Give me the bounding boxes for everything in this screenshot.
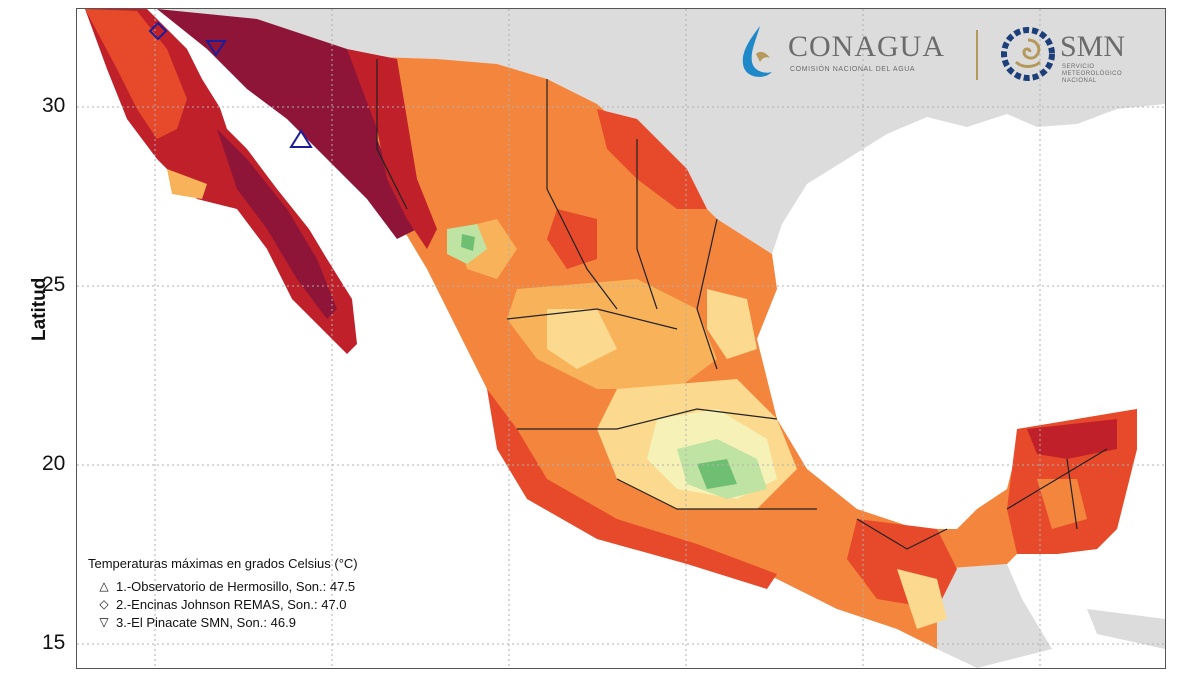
station-marker-el-pinacate xyxy=(205,40,227,57)
smn-logo: SMN SERVICIO METEOROLÓGICO NACIONAL xyxy=(1000,24,1150,88)
legend-item-label: 3.-El Pinacate SMN, Son.: 46.9 xyxy=(116,614,296,630)
legend-item-label: 2.-Encinas Johnson REMAS, Son.: 47.0 xyxy=(116,596,347,612)
y-tick-30: 30 xyxy=(42,94,66,117)
smn-subtitle: SERVICIO METEOROLÓGICO NACIONAL xyxy=(1062,64,1123,84)
temperature-map xyxy=(76,8,1166,669)
legend-title: Temperaturas máximas en grados Celsius (… xyxy=(88,556,358,571)
conagua-name: CONAGUA xyxy=(788,30,945,63)
top-tick-fragment: - xyxy=(596,0,601,6)
y-tick-15: 15 xyxy=(42,631,66,654)
smn-name: SMN xyxy=(1060,30,1126,63)
station-marker-hermosillo xyxy=(289,129,313,148)
legend-item-label: 1.-Observatorio de Hermosillo, Son.: 47.… xyxy=(116,578,356,594)
smn-emblem-icon xyxy=(1001,27,1055,81)
y-tick-20: 20 xyxy=(42,452,66,475)
triangle-down-icon: ▽ xyxy=(99,615,109,629)
legend-item: ▽ 3.-El Pinacate SMN, Son.: 46.9 xyxy=(96,613,358,631)
diamond-icon: ◇ xyxy=(99,597,109,611)
map-canvas xyxy=(77,9,1165,668)
sonora-extreme-zone xyxy=(157,9,417,239)
state-borders xyxy=(376,59,1108,550)
cuba-land xyxy=(1087,609,1165,649)
logo-divider xyxy=(976,30,978,80)
y-tick-25: 25 xyxy=(42,273,66,296)
conagua-subtitle: COMISIÓN NACIONAL DEL AGUA xyxy=(790,66,916,73)
station-markers xyxy=(148,21,313,148)
gulf-of-california xyxy=(187,49,407,329)
station-legend: Temperaturas máximas en grados Celsius (… xyxy=(88,556,358,631)
legend-item: △ 1.-Observatorio de Hermosillo, Son.: 4… xyxy=(96,577,358,595)
usa-land xyxy=(157,9,1165,254)
legend-item: ◇ 2.-Encinas Johnson REMAS, Son.: 47.0 xyxy=(96,595,358,613)
water-drop-icon xyxy=(742,26,772,77)
map-gridlines xyxy=(77,9,1165,668)
guatemala-land xyxy=(937,564,1052,668)
triangle-up-icon: △ xyxy=(99,579,109,593)
station-marker-encinas-johnson xyxy=(148,21,168,41)
conagua-logo: CONAGUA COMISIÓN NACIONAL DEL AGUA xyxy=(736,24,956,84)
